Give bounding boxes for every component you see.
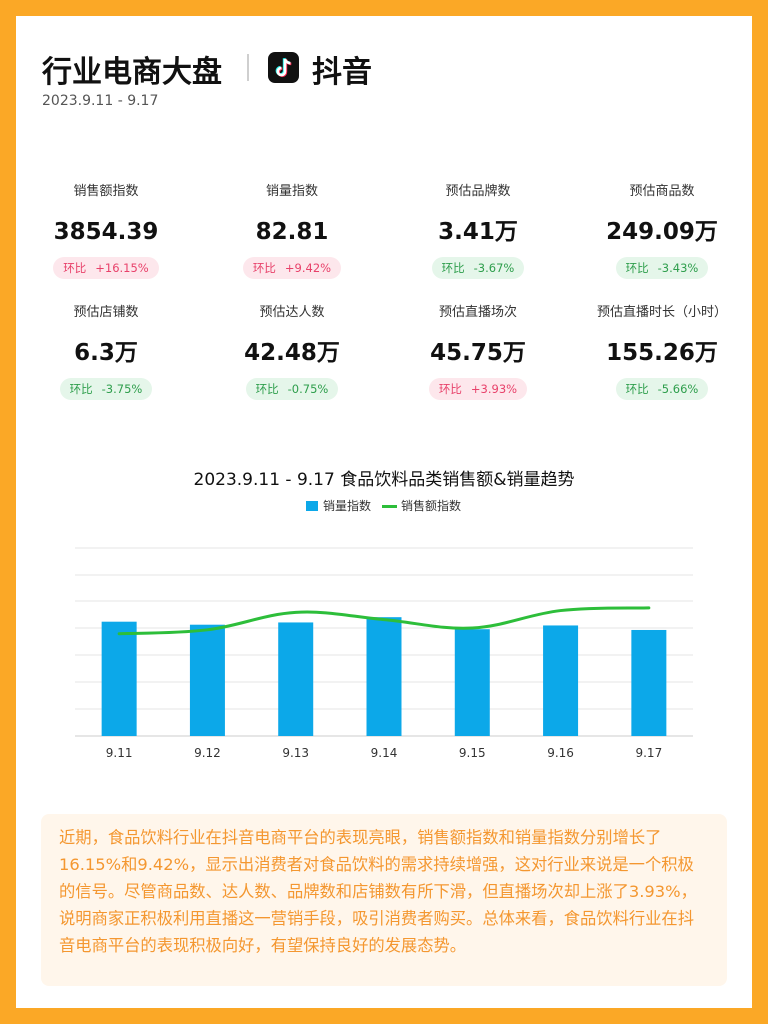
page-title: 行业电商大盘 bbox=[42, 55, 222, 90]
change-value: +3.93% bbox=[470, 382, 518, 396]
bar-9.17 bbox=[631, 629, 667, 736]
change-label: 环比 bbox=[438, 382, 462, 396]
change-badge: 环比 -3.67% bbox=[431, 257, 525, 279]
trend-chart: 9.11 9.12 9.13 9.14 9.15 9.16 9.17 bbox=[75, 547, 693, 760]
metric-value: 155.26万 bbox=[606, 340, 718, 366]
legend-label-volume: 销量指数 bbox=[323, 499, 372, 513]
chart-title: 2023.9.11 - 9.17 食品饮料品类销售额&销量趋势 bbox=[193, 470, 575, 490]
metric-label: 销量指数 bbox=[265, 184, 318, 199]
metric-volume-index: 销量指数 82.81 环比 +9.42% bbox=[212, 183, 372, 279]
summary-text: 近期，食品饮料行业在抖音电商平台的表现亮眼，销售额指数和销量指数分别增长了16.… bbox=[41, 814, 727, 986]
x-tick-label: 9.11 bbox=[106, 746, 133, 760]
change-value: +16.15% bbox=[95, 261, 149, 275]
change-badge: 环比 +9.42% bbox=[242, 257, 342, 279]
metric-brand-count: 预估品牌数 3.41万 环比 -3.67% bbox=[398, 183, 558, 279]
legend-label-sales: 销售额指数 bbox=[401, 499, 462, 513]
metric-value: 82.81 bbox=[255, 219, 329, 245]
change-badge: 环比 +16.15% bbox=[53, 257, 159, 279]
change-value: -0.75% bbox=[287, 382, 329, 396]
change-label: 环比 bbox=[625, 261, 649, 275]
legend-swatch-line bbox=[382, 505, 397, 508]
date-range: 2023.9.11 - 9.17 bbox=[42, 93, 159, 109]
metric-value: 3854.39 bbox=[53, 219, 159, 245]
metric-value: 249.09万 bbox=[606, 219, 718, 245]
change-label: 环比 bbox=[625, 382, 649, 396]
metric-value: 6.3万 bbox=[74, 340, 138, 366]
metric-value: 45.75万 bbox=[430, 340, 526, 366]
change-value: -5.66% bbox=[657, 382, 699, 396]
metric-label: 预估商品数 bbox=[629, 184, 695, 199]
legend-swatch-bar bbox=[306, 501, 318, 511]
bar-9.15 bbox=[454, 629, 490, 736]
douyin-logo-icon bbox=[268, 52, 299, 83]
change-value: +9.42% bbox=[284, 261, 332, 275]
platform-name: 抖音 bbox=[312, 55, 372, 90]
metric-label: 预估达人数 bbox=[259, 305, 325, 320]
metric-value: 42.48万 bbox=[244, 340, 340, 366]
x-tick-label: 9.17 bbox=[635, 746, 662, 760]
metric-sales-index: 销售额指数 3854.39 环比 +16.15% bbox=[26, 183, 186, 279]
x-tick-label: 9.13 bbox=[282, 746, 309, 760]
metric-label: 预估直播时长（小时） bbox=[596, 305, 727, 320]
x-tick-label: 9.16 bbox=[547, 746, 574, 760]
metric-product-count: 预估商品数 249.09万 环比 -3.43% bbox=[582, 183, 742, 279]
metric-live-duration: 预估直播时长（小时） 155.26万 环比 -5.66% bbox=[582, 304, 742, 400]
bar-9.11 bbox=[101, 621, 137, 736]
header-divider bbox=[247, 54, 249, 81]
change-value: -3.67% bbox=[473, 261, 515, 275]
metric-label: 销售额指数 bbox=[73, 184, 139, 199]
change-value: -3.43% bbox=[657, 261, 699, 275]
change-value: -3.75% bbox=[101, 382, 143, 396]
x-tick-label: 9.15 bbox=[459, 746, 486, 760]
change-badge: 环比 -0.75% bbox=[245, 378, 339, 400]
change-badge: 环比 +3.93% bbox=[428, 378, 528, 400]
change-label: 环比 bbox=[441, 261, 465, 275]
metric-value: 3.41万 bbox=[438, 219, 518, 245]
change-label: 环比 bbox=[255, 382, 279, 396]
change-label: 环比 bbox=[63, 261, 87, 275]
change-badge: 环比 -5.66% bbox=[615, 378, 709, 400]
metric-live-sessions: 预估直播场次 45.75万 环比 +3.93% bbox=[398, 304, 558, 400]
metric-label: 预估直播场次 bbox=[438, 305, 517, 320]
change-badge: 环比 -3.43% bbox=[615, 257, 709, 279]
metric-influencer-count: 预估达人数 42.48万 环比 -0.75% bbox=[212, 304, 372, 400]
change-label: 环比 bbox=[252, 261, 276, 275]
bar-9.13 bbox=[278, 622, 314, 736]
bar-9.12 bbox=[189, 624, 225, 736]
change-label: 环比 bbox=[69, 382, 93, 396]
x-tick-label: 9.14 bbox=[371, 746, 398, 760]
change-badge: 环比 -3.75% bbox=[59, 378, 153, 400]
x-tick-label: 9.12 bbox=[194, 746, 221, 760]
bar-9.16 bbox=[543, 625, 579, 736]
bar-9.14 bbox=[366, 617, 402, 736]
metric-label: 预估品牌数 bbox=[445, 184, 511, 199]
metric-label: 预估店铺数 bbox=[73, 305, 139, 320]
metric-store-count: 预估店铺数 6.3万 环比 -3.75% bbox=[26, 304, 186, 400]
